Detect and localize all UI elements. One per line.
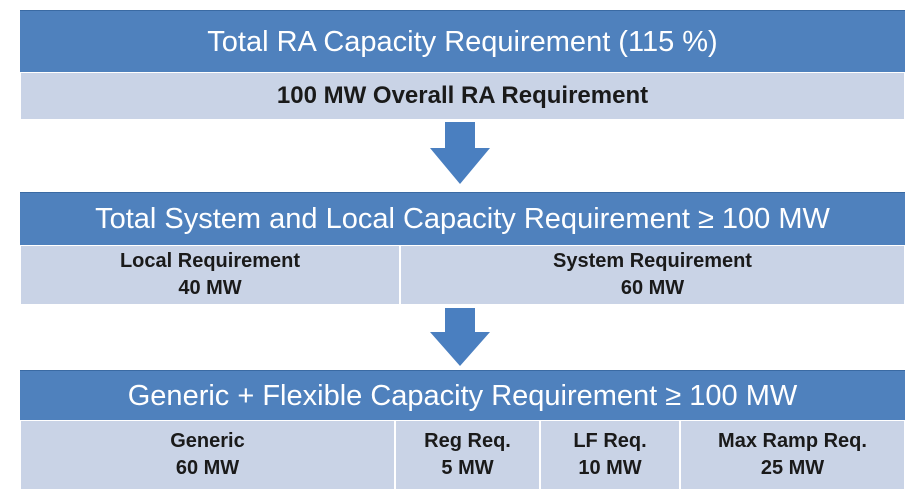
step-cell: Max Ramp Req. 25 MW: [680, 420, 905, 490]
step-cell: LF Req. 10 MW: [540, 420, 680, 490]
step-cell: Local Requirement 40 MW: [20, 245, 400, 305]
step-cell: Reg Req. 5 MW: [395, 420, 540, 490]
cell-label: 100 MW Overall RA Requirement: [276, 81, 649, 109]
down-arrow: [430, 308, 490, 366]
cell-value: 60 MW: [175, 457, 240, 479]
cell-value: 10 MW: [578, 457, 642, 479]
cell-label: Max Ramp Req.: [718, 430, 867, 452]
cell-value: 25 MW: [760, 457, 825, 479]
down-arrow: [430, 122, 490, 184]
cell-label: Generic: [170, 430, 245, 452]
cell-value: 40 MW: [178, 277, 242, 299]
cell-label: System Requirement: [553, 250, 752, 272]
cell-label: Reg Req.: [424, 430, 511, 452]
cell-value: 5 MW: [441, 457, 494, 479]
cell-value: 60 MW: [620, 277, 685, 299]
cell-label: Local Requirement: [119, 250, 301, 272]
step-cell: System Requirement 60 MW: [400, 245, 905, 305]
step-cell: Generic 60 MW: [20, 420, 395, 490]
step-title: Total RA Capacity Requirement (115 %): [20, 10, 905, 73]
step-cell: 100 MW Overall RA Requirement: [20, 72, 905, 120]
step-title: Total System and Local Capacity Requirem…: [20, 192, 905, 246]
cell-label: LF Req.: [573, 430, 647, 452]
step-title: Generic + Flexible Capacity Requirement …: [20, 370, 905, 421]
